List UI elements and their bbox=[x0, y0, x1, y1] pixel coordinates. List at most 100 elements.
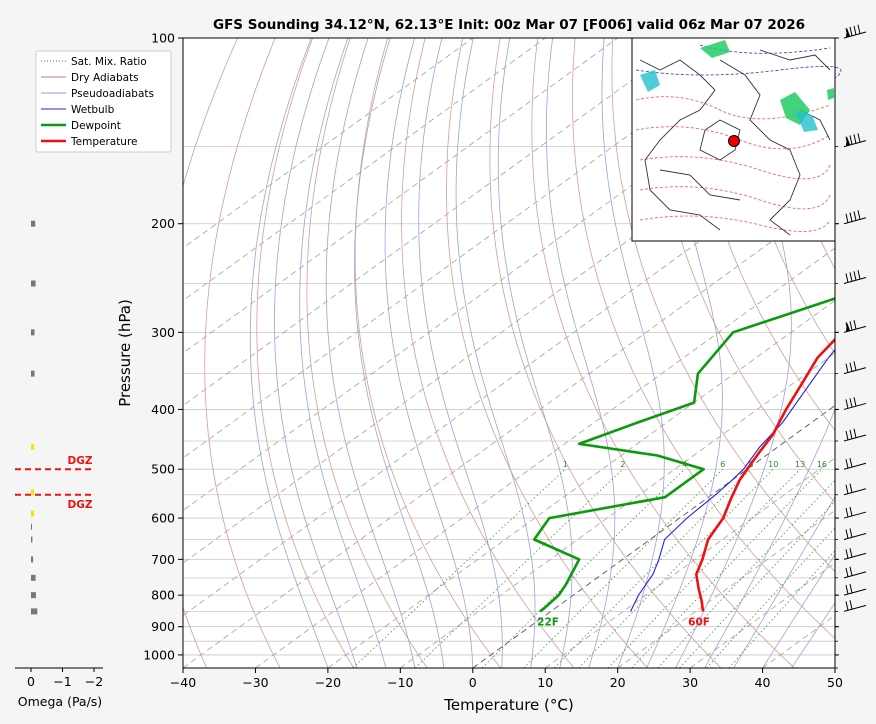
wind-barb bbox=[843, 583, 867, 596]
x-tick-label: −10 bbox=[387, 675, 413, 690]
y-tick-label: 600 bbox=[151, 511, 175, 526]
mixing-ratio-line bbox=[578, 468, 774, 668]
wind-barb bbox=[843, 397, 867, 410]
mixing-ratio-line bbox=[679, 500, 835, 668]
omega-bar bbox=[31, 536, 33, 543]
pseudoadiabat bbox=[791, 602, 835, 668]
omega-bar bbox=[31, 608, 38, 615]
y-tick-label: 400 bbox=[151, 402, 175, 417]
pseudoadiabat bbox=[249, 38, 329, 668]
wind-barb bbox=[843, 600, 867, 612]
surface-dewpoint-label: 22F bbox=[537, 616, 559, 628]
y-tick-label: 500 bbox=[151, 462, 175, 477]
wetbulb-line bbox=[630, 348, 835, 612]
dgz-label: DGZ bbox=[68, 455, 93, 467]
wind-barb bbox=[843, 548, 867, 560]
wind-barb bbox=[843, 566, 867, 579]
y-tick-label: 800 bbox=[151, 588, 175, 603]
x-tick-label: 10 bbox=[537, 675, 553, 690]
y-tick-label: 200 bbox=[151, 216, 175, 231]
inset-map bbox=[631, 37, 842, 242]
pseudoadiabat bbox=[354, 38, 445, 668]
chart-title: GFS Sounding 34.12°N, 62.13°E Init: 00z … bbox=[213, 17, 805, 33]
isotherm--110 bbox=[183, 38, 546, 302]
pseudoadiabat bbox=[601, 38, 665, 668]
pseudoadiabat bbox=[455, 38, 536, 668]
x-tick-label: 30 bbox=[682, 675, 698, 690]
pseudoadiabat bbox=[325, 38, 416, 668]
pseudoadiabat bbox=[299, 38, 387, 668]
x-tick-label: −20 bbox=[315, 675, 341, 690]
wind-barb bbox=[843, 528, 867, 540]
mixing-ratio-line bbox=[657, 479, 835, 668]
wind-barb bbox=[843, 428, 867, 442]
omega-bar bbox=[31, 556, 34, 563]
x-tick-label: 50 bbox=[827, 675, 843, 690]
omega-axis-label: Omega (Pa/s) bbox=[18, 694, 102, 709]
mixing-ratio-label: 16 bbox=[817, 460, 827, 469]
omega-bar bbox=[31, 280, 36, 287]
isotherm--90 bbox=[183, 38, 691, 407]
temperature-line bbox=[695, 337, 835, 612]
mixing-ratio-line bbox=[414, 468, 624, 668]
wind-barb bbox=[843, 133, 867, 148]
dewpoint-line bbox=[532, 297, 835, 613]
isotherm--80 bbox=[183, 38, 763, 459]
omega-tick-label: 0 bbox=[27, 674, 35, 689]
legend-pseudoadiabats: Pseudoadiabats bbox=[71, 88, 154, 100]
dry-adiabat bbox=[446, 38, 648, 668]
legend-temperature: Temperature bbox=[70, 136, 138, 148]
dry-adiabat bbox=[649, 38, 835, 504]
mixing-ratio-line bbox=[706, 527, 835, 668]
mixing-ratio-line bbox=[352, 468, 566, 668]
mixing-ratio-label: 13 bbox=[795, 460, 805, 469]
omega-tick-label: −1 bbox=[53, 674, 71, 689]
omega-bar bbox=[31, 523, 33, 530]
pseudoadiabat bbox=[675, 38, 792, 668]
x-tick-label: 20 bbox=[610, 675, 626, 690]
wind-barb bbox=[843, 320, 867, 333]
dry-adiabat bbox=[306, 38, 428, 668]
dry-adiabat bbox=[531, 38, 795, 668]
wind-barb bbox=[843, 270, 867, 284]
y-tick-label: 700 bbox=[151, 552, 175, 567]
omega-bar bbox=[31, 370, 35, 377]
dry-adiabat bbox=[256, 38, 355, 668]
y-tick-label: 300 bbox=[151, 325, 175, 340]
pseudoadiabat bbox=[418, 38, 503, 668]
dry-adiabat bbox=[724, 38, 835, 355]
pseudoadiabat bbox=[497, 38, 573, 668]
surface-temperature-label: 60F bbox=[688, 616, 710, 628]
pseudoadiabat bbox=[646, 38, 723, 668]
x-tick-label: 40 bbox=[755, 675, 771, 690]
mixing-ratio-line bbox=[728, 550, 835, 668]
pseudoadiabat bbox=[762, 553, 835, 668]
x-tick-label: −30 bbox=[242, 675, 268, 690]
dry-adiabat bbox=[354, 38, 501, 668]
pseudoadiabat bbox=[704, 408, 835, 668]
wind-barb bbox=[843, 506, 867, 519]
isotherm--100 bbox=[183, 38, 618, 354]
wind-barb bbox=[843, 458, 867, 470]
wind-barb bbox=[843, 361, 867, 375]
mixing-ratio-label: 10 bbox=[768, 460, 778, 469]
omega-tick-label: −2 bbox=[85, 674, 103, 689]
omega-bar-dgz bbox=[31, 443, 34, 450]
omega-bar bbox=[31, 574, 36, 581]
location-marker bbox=[728, 135, 740, 147]
y-tick-label: 1000 bbox=[143, 647, 175, 662]
legend: Sat. Mix. Ratio Dry Adiabats Pseudoadiab… bbox=[35, 50, 172, 153]
mixing-ratio-label: 6 bbox=[720, 460, 725, 469]
mixing-ratio-label: 1 bbox=[563, 460, 568, 469]
y-axis-label: Pressure (hPa) bbox=[116, 299, 134, 407]
dry-adiabat bbox=[401, 38, 575, 668]
dry-adiabat bbox=[572, 38, 835, 639]
mixing-ratio-line bbox=[523, 468, 724, 668]
wind-barb bbox=[843, 210, 867, 225]
dry-adiabat bbox=[204, 38, 281, 668]
pseudoadiabat bbox=[384, 38, 474, 668]
omega-bar bbox=[31, 592, 36, 599]
x-tick-label: 0 bbox=[469, 675, 477, 690]
